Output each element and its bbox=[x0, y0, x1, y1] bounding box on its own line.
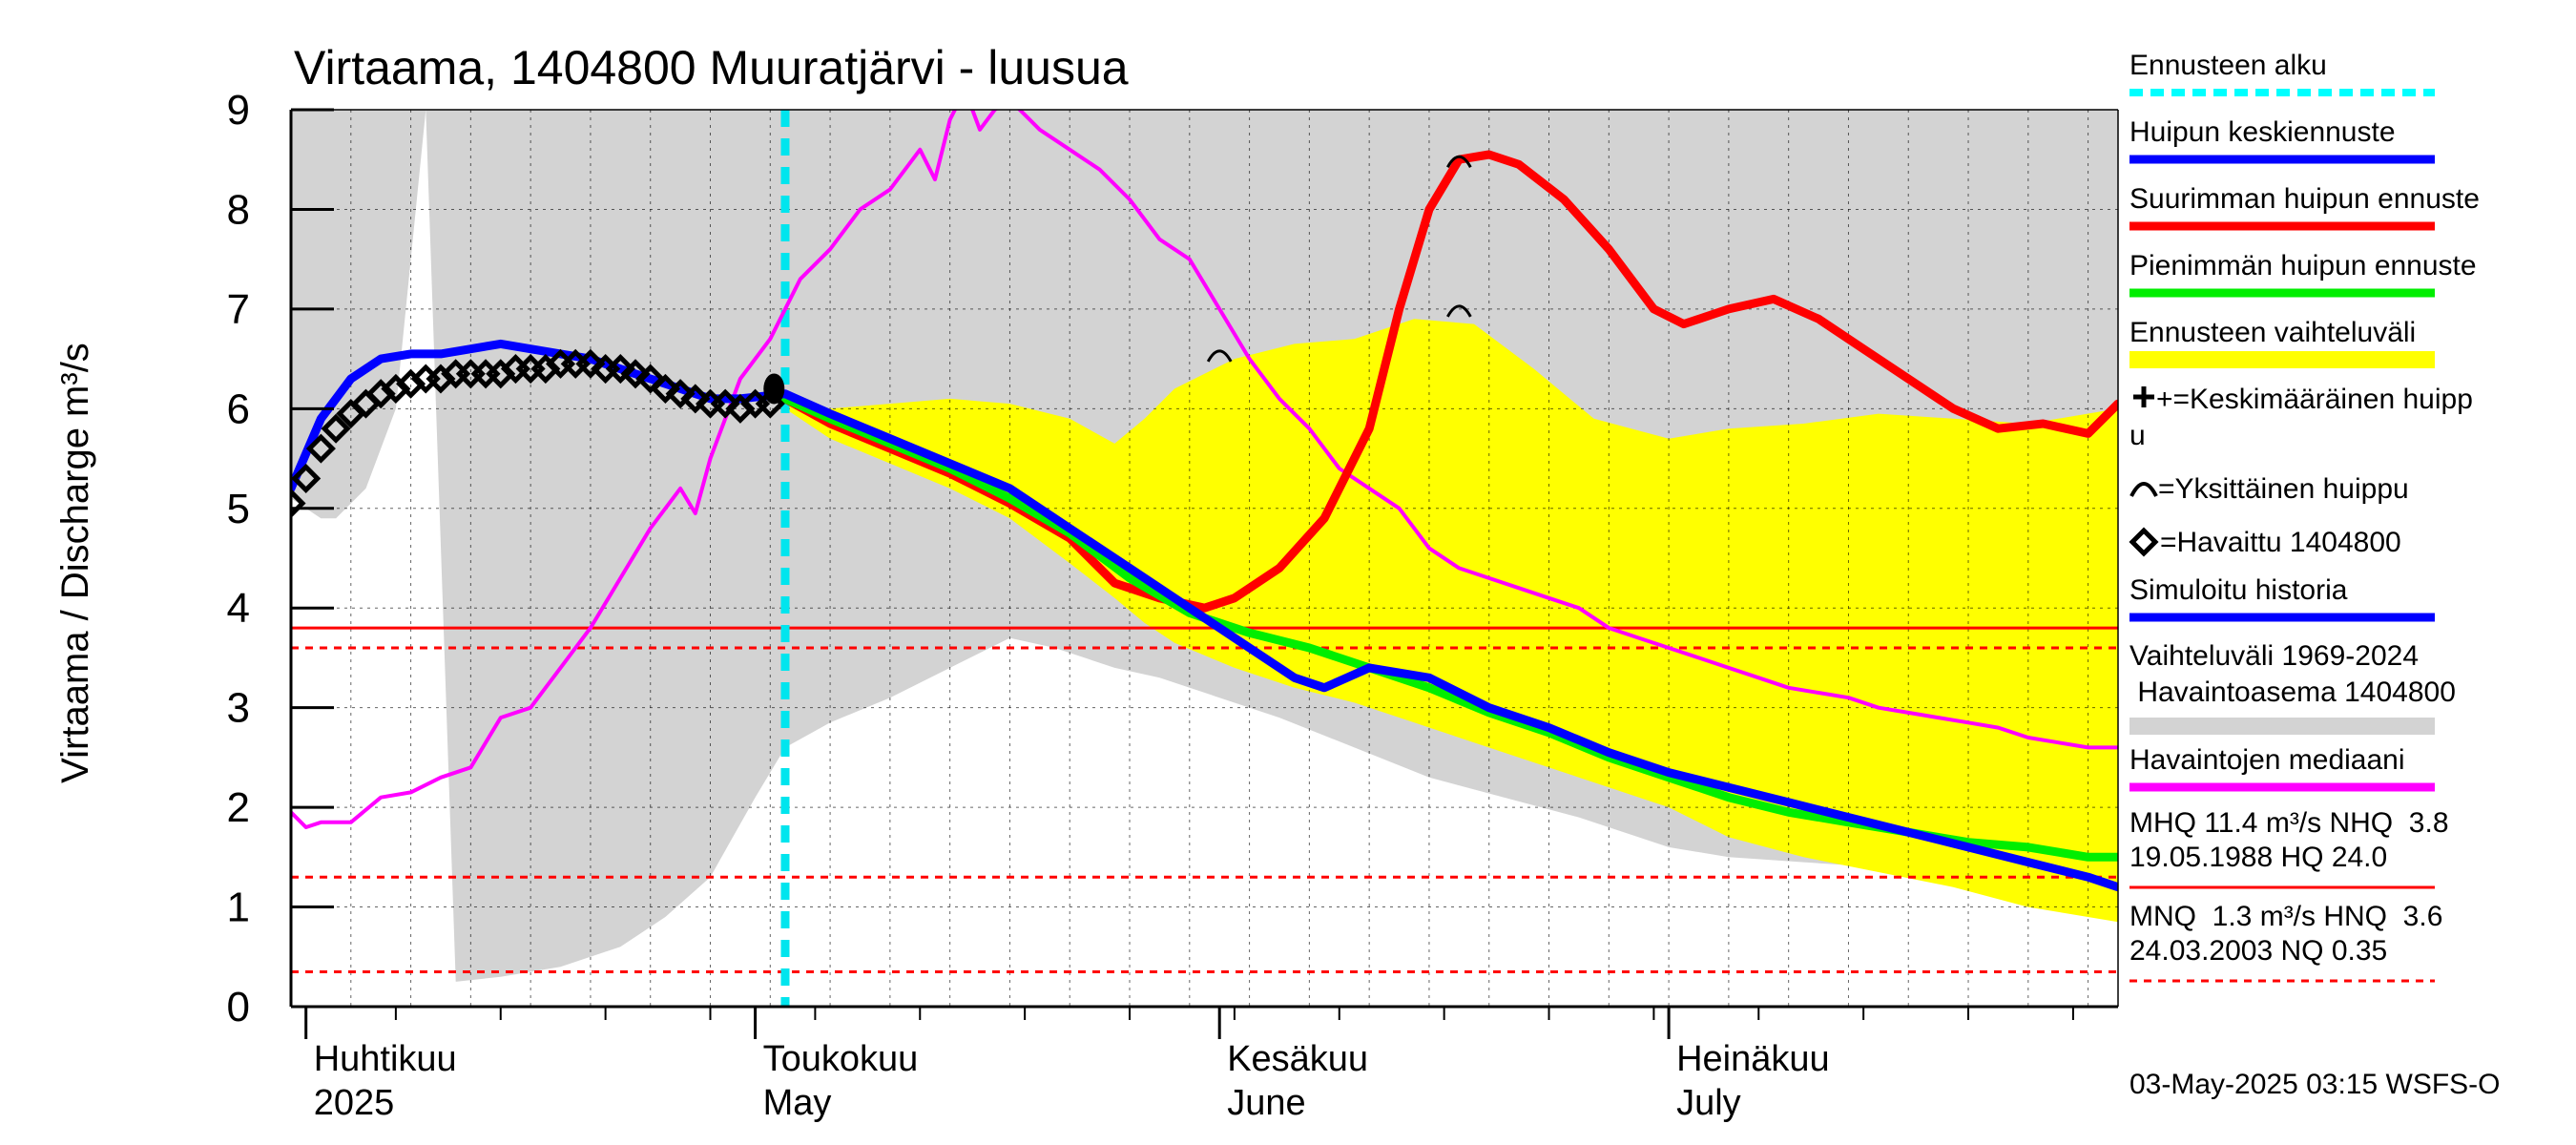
x-month-label: Toukokuu bbox=[763, 1039, 919, 1079]
observed-marker bbox=[620, 359, 651, 389]
legend-label: Vaihteluväli 1969-2024 bbox=[2129, 640, 2419, 672]
y-tick-label: 6 bbox=[227, 385, 250, 432]
legend-label: =Havaittu 1404800 bbox=[2160, 527, 2401, 558]
x-year-label: May bbox=[763, 1083, 832, 1123]
x-year-label: July bbox=[1676, 1083, 1741, 1123]
observed-marker bbox=[665, 379, 696, 409]
observed-marker bbox=[291, 489, 306, 519]
legend-label: Havaintoasema 1404800 bbox=[2129, 677, 2456, 708]
legend-label: Huipun keskiennuste bbox=[2129, 116, 2396, 148]
y-tick-label: 5 bbox=[227, 486, 250, 532]
legend-plus-symbol bbox=[2133, 386, 2154, 407]
timestamp-footer: 03-May-2025 03:15 WSFS-O bbox=[2129, 1069, 2501, 1100]
x-month-label: Heinäkuu bbox=[1676, 1039, 1830, 1079]
y-tick-label: 8 bbox=[227, 186, 250, 233]
y-tick-label: 0 bbox=[227, 984, 250, 1030]
observed-marker bbox=[650, 373, 680, 404]
series-line bbox=[291, 339, 2118, 892]
stats-line: 24.03.2003 NQ 0.35 bbox=[2129, 935, 2387, 967]
legend-label: Simuloitu historia bbox=[2129, 574, 2348, 606]
stats-line: MNQ 1.3 m³/s HNQ 3.6 bbox=[2129, 901, 2442, 932]
legend-label: Ennusteen alku bbox=[2129, 50, 2327, 81]
legend-diamond-symbol bbox=[2129, 527, 2159, 557]
stats-line: 19.05.1988 HQ 24.0 bbox=[2129, 842, 2387, 873]
legend-label: Havaintojen mediaani bbox=[2129, 744, 2405, 776]
legend-swatch bbox=[2129, 718, 2435, 735]
peak-mark bbox=[1446, 155, 1472, 168]
y-tick-label: 2 bbox=[227, 784, 250, 831]
peak-mark bbox=[1206, 349, 1233, 363]
legend-label: Suurimman huipun ennuste bbox=[2129, 183, 2480, 215]
y-tick-label: 7 bbox=[227, 286, 250, 333]
x-year-label: 2025 bbox=[314, 1083, 395, 1123]
observed-marker bbox=[710, 388, 740, 419]
y-tick-label: 1 bbox=[227, 885, 250, 931]
legend-label: u bbox=[2129, 420, 2146, 451]
x-month-label: Huhtikuu bbox=[314, 1039, 457, 1079]
legend-label: Pienimmän huipun ennuste bbox=[2129, 250, 2477, 281]
plot-area bbox=[291, 110, 2118, 1007]
observed-marker bbox=[680, 384, 711, 414]
observed-marker bbox=[305, 433, 336, 464]
y-axis-label: Virtaama / Discharge m³/s bbox=[54, 343, 96, 783]
observed-marker bbox=[605, 354, 635, 385]
series-line bbox=[780, 150, 2118, 613]
observed-marker bbox=[321, 413, 351, 444]
observed-marker bbox=[291, 463, 322, 493]
observed-marker bbox=[635, 364, 666, 394]
legend-label: =Yksittäinen huippu bbox=[2158, 473, 2409, 505]
observed-current-marker bbox=[763, 373, 785, 405]
x-year-label: June bbox=[1227, 1083, 1305, 1123]
legend-arc-symbol bbox=[2129, 482, 2158, 497]
legend-label: +=Keskimääräinen huipp bbox=[2156, 384, 2473, 415]
y-tick-label: 4 bbox=[227, 585, 250, 632]
legend: Ennusteen alku Huipun keskiennuste Suurimm… bbox=[2129, 50, 2480, 983]
observed-marker bbox=[575, 348, 606, 379]
y-tick-label: 9 bbox=[227, 87, 250, 134]
x-month-label: Kesäkuu bbox=[1227, 1039, 1368, 1079]
peak-mark bbox=[1446, 304, 1472, 318]
y-tick-label: 3 bbox=[227, 685, 250, 732]
chart-title: Virtaama, 1404800 Muuratjärvi - luusua bbox=[294, 41, 1129, 94]
legend-swatch bbox=[2129, 351, 2435, 368]
stats-line: MHQ 11.4 m³/s NHQ 3.8 bbox=[2129, 807, 2449, 839]
legend-label: Ennusteen vaihteluväli bbox=[2129, 317, 2416, 348]
series-line bbox=[291, 110, 2118, 829]
forecast-range-band bbox=[785, 319, 2118, 923]
